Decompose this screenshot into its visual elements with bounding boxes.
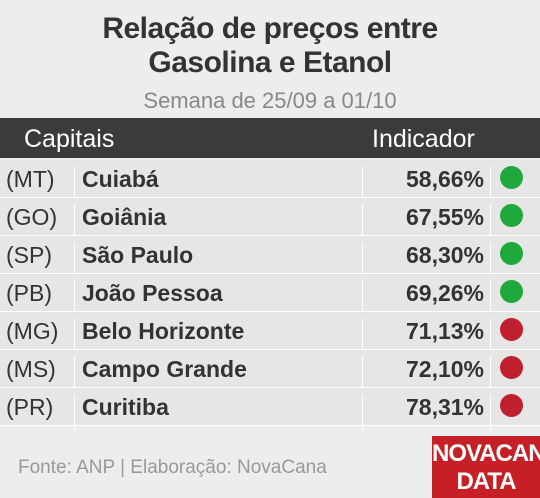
separator — [74, 166, 75, 203]
separator — [74, 356, 75, 393]
separator — [490, 242, 491, 279]
separator — [74, 280, 75, 317]
separator — [362, 394, 363, 431]
table-row: (MT) Cuiabá 58,66% — [0, 160, 540, 203]
table-row: (PR) Curitiba 78,31% — [0, 388, 540, 431]
logo-text: DATA — [456, 468, 516, 495]
status-dot — [500, 166, 523, 189]
logo: NOVACANA DATA — [432, 436, 540, 498]
separator — [490, 204, 491, 241]
status-dot — [500, 280, 523, 303]
subtitle: Semana de 25/09 a 01/10 — [143, 88, 397, 113]
state: (MG) — [6, 318, 59, 344]
state: (GO) — [6, 204, 58, 230]
table-row: (MG) Belo Horizonte 71,13% — [0, 312, 540, 355]
separator — [74, 318, 75, 355]
separator — [74, 242, 75, 279]
city: São Paulo — [82, 242, 194, 268]
separator — [362, 204, 363, 241]
status-dot — [500, 394, 523, 417]
status-dot — [500, 356, 523, 379]
separator — [490, 356, 491, 393]
separator — [362, 242, 363, 279]
column-header: Indicador — [372, 125, 475, 153]
source: Fonte: ANP | Elaboração: NovaCana — [18, 457, 327, 478]
state: (MS) — [6, 356, 56, 382]
status-dot — [500, 318, 523, 341]
value: 71,13% — [405, 318, 484, 344]
title: Relação de preços entre — [102, 12, 438, 45]
value: 58,66% — [405, 166, 484, 192]
separator — [74, 394, 75, 431]
status-dot — [500, 204, 523, 227]
title: Gasolina e Etanol — [148, 46, 392, 79]
value: 72,10% — [405, 356, 484, 382]
state: (PB) — [6, 280, 52, 306]
value: 67,55% — [405, 204, 484, 230]
state: (PR) — [6, 394, 54, 420]
separator — [490, 318, 491, 355]
status-dot — [500, 242, 523, 265]
separator — [362, 356, 363, 393]
table-row: (MS) Campo Grande 72,10% — [0, 350, 540, 393]
state: (SP) — [6, 242, 52, 268]
separator — [362, 318, 363, 355]
separator — [74, 204, 75, 241]
logo-text: NOVACANA — [432, 440, 540, 467]
table-row: (GO) Goiânia 67,55% — [0, 198, 540, 241]
table-row: (PB) João Pessoa 69,26% — [0, 274, 540, 317]
table-header: Capitais Indicador — [0, 118, 540, 158]
city: Belo Horizonte — [82, 318, 245, 344]
value: 69,26% — [405, 280, 484, 306]
city: Cuiabá — [82, 166, 159, 192]
table-row: (SP) São Paulo 68,30% — [0, 236, 540, 279]
city: Goiânia — [82, 204, 167, 230]
separator — [490, 166, 491, 203]
city: Campo Grande — [82, 356, 247, 382]
separator — [362, 166, 363, 203]
value: 78,31% — [405, 394, 484, 420]
city: João Pessoa — [82, 280, 223, 306]
separator — [490, 280, 491, 317]
state: (MT) — [6, 166, 55, 192]
column-header: Capitais — [24, 125, 115, 153]
separator — [362, 280, 363, 317]
value: 68,30% — [405, 242, 484, 268]
city: Curitiba — [82, 394, 169, 420]
separator — [490, 394, 491, 431]
